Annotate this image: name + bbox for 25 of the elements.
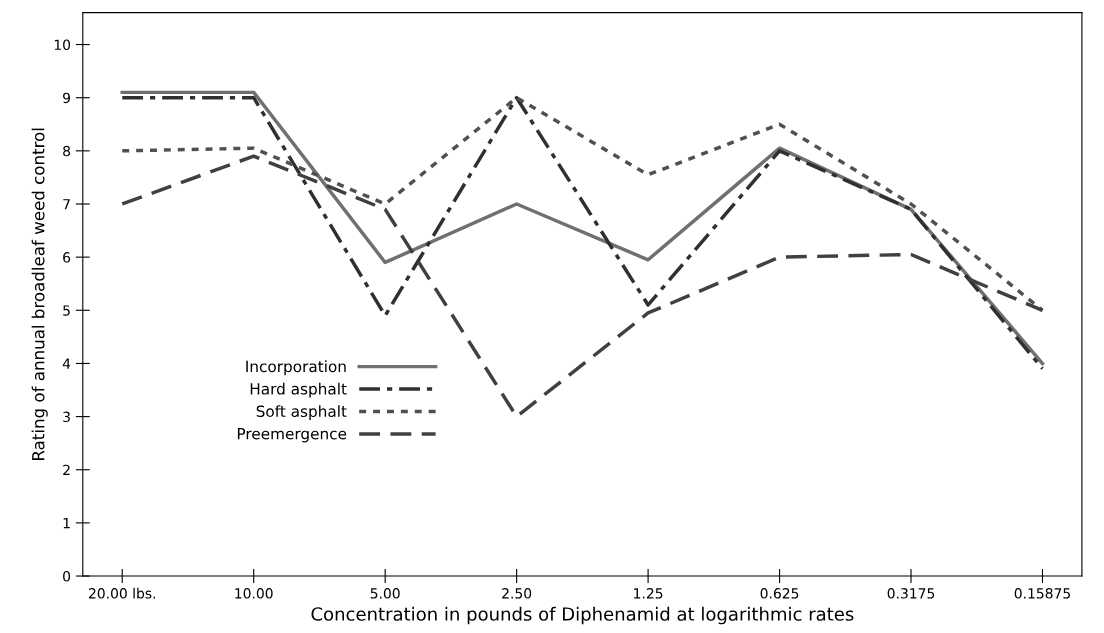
x-tick-label: 0.15875 xyxy=(1014,588,1070,599)
y-tick-label: 8 xyxy=(63,145,71,157)
y-tick-label: 4 xyxy=(62,358,71,369)
x-tick-label: 5.00 xyxy=(370,588,400,599)
y-tick-label: 10 xyxy=(54,39,71,51)
x-tick-label: 0.625 xyxy=(760,588,799,599)
x-tick-label: 2.50 xyxy=(502,588,532,599)
y-tick-label: 3 xyxy=(63,411,70,423)
y-tick-label: 9 xyxy=(63,92,71,104)
x-tick-label: 0.3175 xyxy=(887,588,935,599)
y-tick-label: 7 xyxy=(63,199,70,210)
legend-label: Hard asphalt xyxy=(250,382,347,398)
x-tick-label: 10.00 xyxy=(235,588,273,599)
x-tick-label: 20.00 lbs. xyxy=(89,587,155,599)
y-axis-title: Rating of annual broadleaf weed control xyxy=(31,128,48,460)
x-tick-label: 1.25 xyxy=(634,588,663,599)
y-tick-label: 0 xyxy=(63,571,71,582)
y-tick-label: 2 xyxy=(63,464,70,476)
y-tick-label: 6 xyxy=(63,252,71,263)
legend-label: Incorporation xyxy=(246,360,346,376)
legend-label: Preemergence xyxy=(237,428,347,443)
x-axis-title: Concentration in pounds of Diphenamid at logarithmic rates xyxy=(311,606,854,625)
y-tick-label: 1 xyxy=(63,518,70,529)
y-tick-label: 5 xyxy=(63,305,70,316)
legend-label: Soft asphalt xyxy=(256,405,347,420)
